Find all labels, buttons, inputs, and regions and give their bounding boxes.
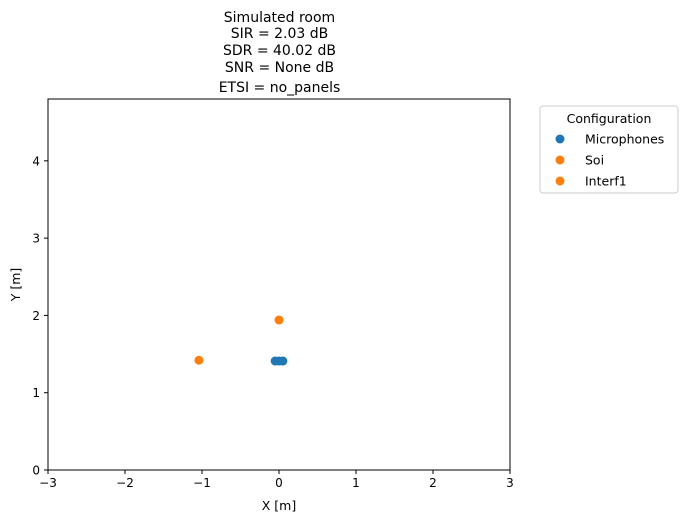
x-tick-label: −1 (193, 476, 211, 490)
title-line: Simulated room (224, 10, 335, 26)
plot-area (47, 98, 511, 471)
x-axis-label: X [m] (262, 498, 296, 513)
microphones-point (278, 356, 288, 366)
x-tick-label: 2 (429, 476, 437, 490)
chart-title: Simulated room SIR = 2.03 dB SDR = 40.02… (219, 10, 341, 96)
y-tick-label: 0 (32, 464, 40, 478)
legend-label-interf1: Interf1 (585, 174, 627, 189)
y-tick-label: 1 (32, 386, 40, 400)
title-line: SIR = 2.03 dB (231, 26, 329, 42)
legend-marker-interf1 (555, 176, 565, 186)
legend-marker-microphones (555, 134, 565, 144)
legend-title: Configuration (567, 111, 652, 126)
interf1-point (194, 355, 204, 365)
legend: Configuration Microphones Soi Interf1 (539, 105, 679, 194)
legend-frame (539, 105, 679, 194)
soi-point (274, 315, 284, 325)
x-tick-label: 3 (506, 476, 514, 490)
x-tick-label: 1 (352, 476, 360, 490)
title-line: ETSI = no_panels (219, 80, 341, 96)
x-tick-label: 0 (275, 476, 283, 490)
axis-ticks: −3 −2 −1 0 1 2 3 0 1 2 3 4 (32, 154, 513, 490)
y-axis-label: Y [m] (8, 268, 23, 303)
y-tick-label: 2 (32, 309, 40, 323)
title-line: SNR = None dB (225, 60, 334, 76)
legend-label-microphones: Microphones (585, 132, 664, 147)
x-tick-label: −2 (116, 476, 134, 490)
x-tick-label: −3 (39, 476, 57, 490)
title-line: SDR = 40.02 dB (223, 43, 336, 59)
legend-marker-soi (555, 155, 565, 165)
legend-label-soi: Soi (585, 153, 604, 168)
y-tick-label: 4 (32, 154, 40, 168)
data-points (194, 315, 288, 366)
y-tick-label: 3 (32, 232, 40, 246)
